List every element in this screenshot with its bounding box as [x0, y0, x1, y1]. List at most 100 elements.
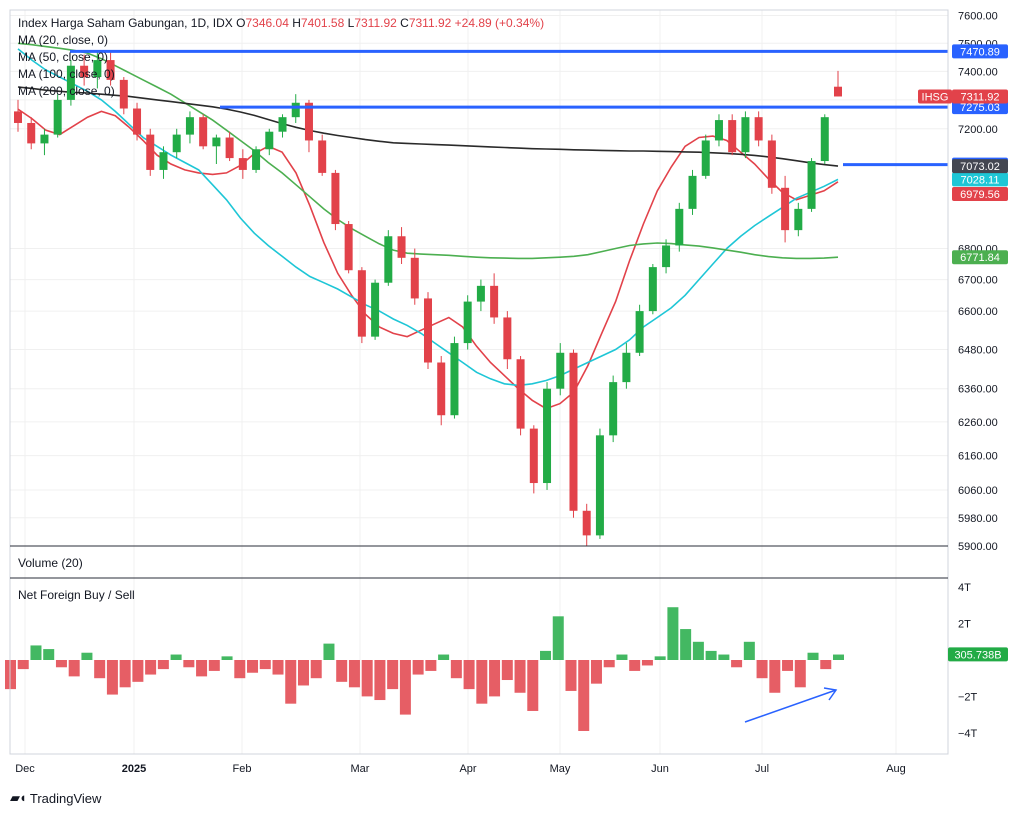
tradingview-logo-icon: ▰◖ [10, 790, 27, 805]
net-foreign-bar [285, 660, 297, 704]
net-foreign-bar [438, 654, 450, 660]
candlesticks [14, 51, 842, 546]
candle-body [146, 134, 155, 170]
last-price-label-prefix: IHSG [922, 91, 949, 103]
y-tick-label: 6600.00 [958, 306, 998, 318]
y-tick-label: 7200.00 [958, 124, 998, 136]
ma200-line [17, 86, 839, 167]
volume-label[interactable]: Volume (20) [18, 556, 83, 570]
ma-price-label: 6771.84 [960, 252, 1000, 264]
ma-price-label-bg [952, 159, 1008, 174]
net-foreign-label[interactable]: Net Foreign Buy / Sell [18, 588, 135, 602]
net-foreign-bar [514, 660, 526, 693]
candle-body [820, 117, 829, 162]
ma-price-label-bg [952, 186, 1008, 201]
candle-body [662, 245, 671, 268]
net-foreign-bar [552, 616, 564, 660]
net-foreign-bar [30, 645, 42, 660]
level-price-label: 7275.03 [960, 102, 1000, 114]
net-foreign-bar [807, 652, 819, 660]
close-value: C7311.92 [400, 16, 452, 30]
candle-body [529, 428, 538, 484]
candle-body [543, 388, 552, 484]
candle-body [252, 149, 261, 170]
net-foreign-bar [297, 660, 309, 686]
net-foreign-bar [590, 660, 602, 684]
candle-body [172, 134, 181, 153]
tradingview-brand[interactable]: ▰◖ TradingView [10, 790, 101, 806]
candle-body [754, 117, 763, 141]
candle-body [675, 208, 684, 246]
nf-last-label-bg [948, 647, 1008, 662]
net-foreign-bar [705, 650, 717, 660]
candle-body [80, 65, 89, 78]
net-foreign-bar [833, 654, 844, 660]
net-foreign-bar [743, 641, 755, 660]
net-foreign-bar [782, 660, 794, 671]
candle-body [212, 137, 221, 147]
indicator-ma100[interactable]: MA (100, close, 0) [18, 67, 115, 81]
indicator-ma200[interactable]: MA (200, close, 0) [18, 84, 115, 98]
ma100-line [17, 42, 839, 260]
candle-body [688, 175, 697, 209]
x-tick-label: 2025 [122, 763, 146, 775]
x-tick-label: Feb [233, 763, 252, 775]
candle-body [93, 60, 102, 78]
net-foreign-bar [527, 660, 539, 711]
last-price-label: 7311.92 [961, 91, 1000, 103]
candle-body [331, 172, 340, 225]
x-tick-label: Dec [15, 763, 35, 775]
candle-body [225, 137, 234, 159]
net-foreign-bar [145, 660, 157, 675]
x-tick-label: May [550, 763, 571, 775]
y-tick-label: 7400.00 [958, 66, 998, 78]
candle-body [794, 208, 803, 231]
net-foreign-bar [208, 660, 220, 671]
net-foreign-bar [425, 660, 437, 671]
candle-body [834, 86, 842, 97]
candle-body [450, 343, 459, 416]
candle-body [278, 117, 287, 132]
candle-body [14, 111, 22, 123]
net-foreign-bar [654, 656, 666, 660]
y-tick-label: 6160.00 [958, 451, 998, 463]
net-foreign-bar [565, 660, 577, 691]
net-foreign-bar [399, 660, 411, 715]
candle-body [66, 65, 75, 100]
net-foreign-bar [578, 660, 590, 731]
net-foreign-bar [68, 660, 80, 677]
candle-body [357, 270, 366, 337]
candle-body [265, 131, 274, 150]
net-foreign-bar [641, 660, 653, 666]
net-foreign-bar [387, 660, 399, 690]
ohlc-row: Index Harga Saham Gabungan, 1D, IDX O734… [18, 15, 544, 32]
candle-body [609, 382, 618, 436]
net-foreign-bar [692, 641, 704, 660]
y-tick-label: 5980.00 [958, 513, 998, 525]
candle-body [714, 120, 723, 141]
y-tick-label: 7600.00 [958, 11, 998, 23]
candle-body [133, 108, 142, 135]
nf-tick-label: −4T [958, 728, 978, 740]
ma-price-label: 6979.56 [960, 189, 1000, 201]
net-foreign-bar [157, 660, 169, 670]
nf-last-label: 305.738B [954, 649, 1001, 661]
ma-price-label-bg [952, 250, 1008, 265]
candle-body [556, 352, 565, 389]
net-foreign-bar [680, 629, 692, 660]
net-foreign-bar [731, 660, 743, 668]
indicator-ma50[interactable]: MA (50, close, 0) [18, 50, 109, 64]
change-value: +24.89 (+0.34%) [454, 16, 545, 30]
net-foreign-bar [272, 660, 284, 675]
y-tick-label: 6700.00 [958, 275, 998, 287]
net-foreign-bar [540, 650, 552, 660]
candle-body [185, 117, 194, 135]
horizontal-levels[interactable] [70, 49, 948, 167]
net-foreign-bar [450, 660, 462, 679]
candle-body [27, 122, 36, 144]
indicator-ma20[interactable]: MA (20, close, 0) [18, 33, 109, 47]
level-price-label-bg [952, 100, 1008, 115]
net-foreign-bar [769, 660, 781, 693]
high-value: H7401.58 [292, 16, 345, 30]
